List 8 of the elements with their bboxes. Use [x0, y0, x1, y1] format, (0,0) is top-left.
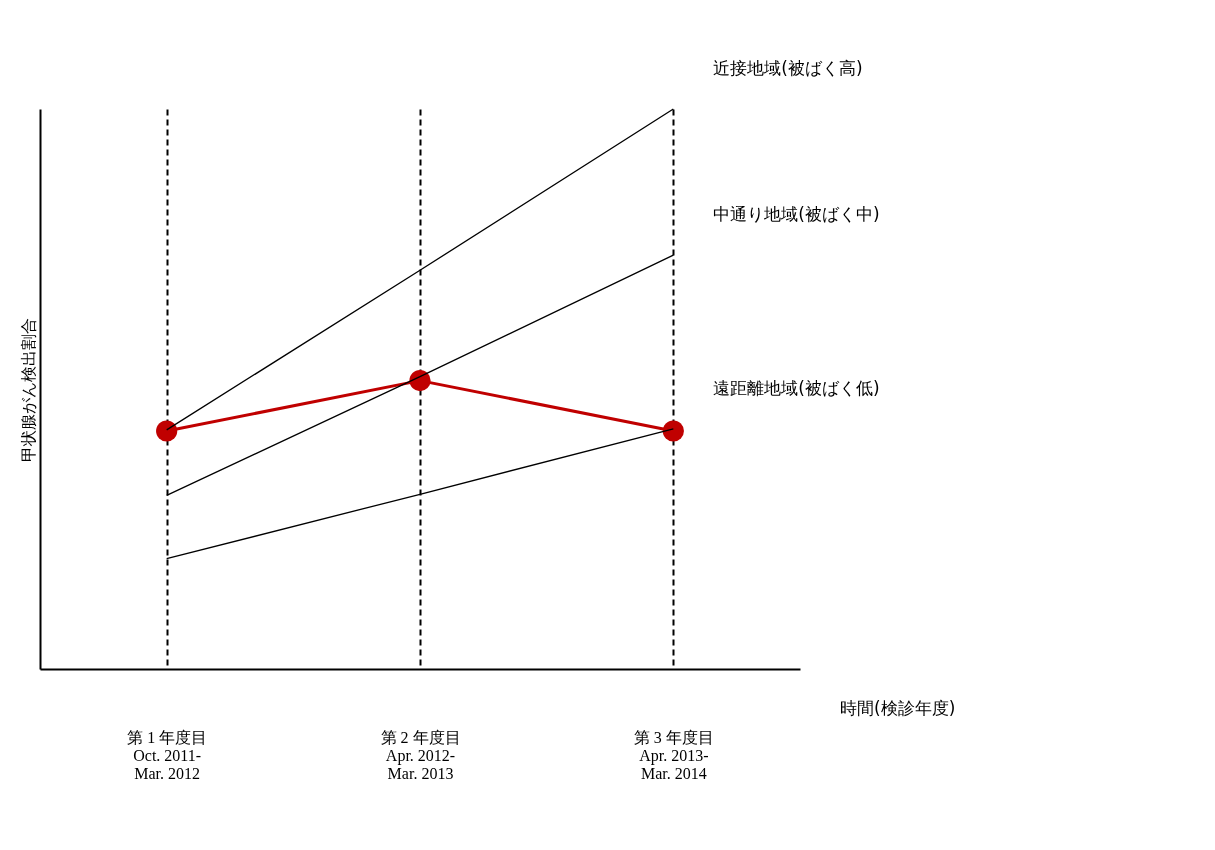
x-tick-label: 第 1 年度目 Oct. 2011- Mar. 2012	[127, 728, 208, 782]
y-axis-title: 甲状腺がん検出割合	[18, 317, 38, 462]
x-tick-label: 第 2 年度目 Apr. 2012- Mar. 2013	[380, 728, 461, 782]
text: 遠距離地域(被ばく低)	[713, 377, 880, 398]
text: 時間(検診年度)	[840, 698, 956, 718]
text: 近接地域(被ばく高)	[713, 58, 863, 78]
x-tick-label: 第 3 年度目 Apr. 2013- Mar. 2014	[633, 728, 714, 782]
text: 中通り地域(被ばく中)	[713, 204, 880, 225]
